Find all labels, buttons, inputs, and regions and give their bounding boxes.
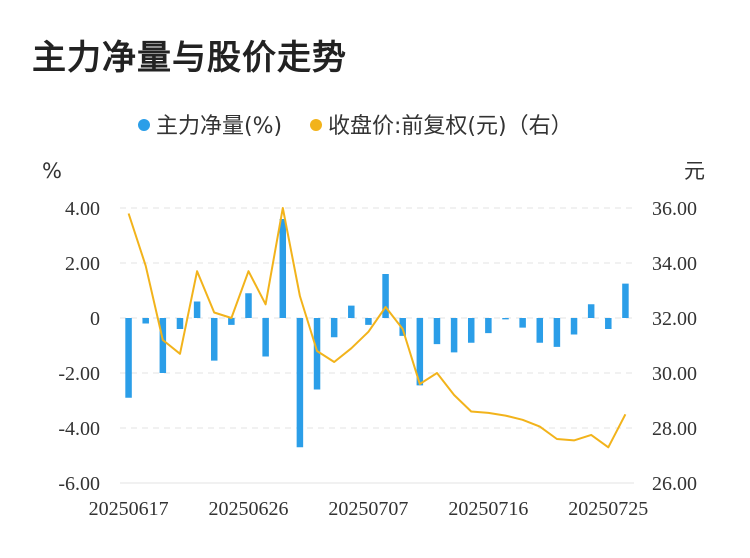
net-flow-bar[interactable] — [570, 318, 578, 335]
net-flow-bar[interactable] — [382, 274, 389, 318]
right-axis-tick-label: 30.00 — [652, 363, 697, 385]
close-price-line — [127, 207, 627, 449]
right-axis-unit: 元 — [684, 159, 705, 183]
net-flow-bar[interactable] — [245, 293, 252, 318]
net-flow-bar[interactable] — [210, 318, 218, 361]
net-flow-bar[interactable] — [433, 318, 441, 345]
net-flow-bar[interactable] — [176, 318, 184, 329]
x-axis-tick-label: 20250626 — [209, 498, 289, 520]
net-flow-bar[interactable] — [399, 318, 406, 336]
left-axis-tick-label: 2.00 — [65, 253, 100, 275]
net-flow-bar[interactable] — [228, 318, 235, 325]
net-flow-bar[interactable] — [622, 283, 629, 318]
net-flow-bar[interactable] — [485, 318, 492, 334]
net-flow-bar[interactable] — [450, 318, 458, 353]
right-axis-tick-label: 34.00 — [652, 253, 697, 275]
net-flow-bar[interactable] — [193, 301, 201, 319]
legend-label-close-price: 收盘价:前复权(元)（右） — [328, 114, 573, 139]
legend-marker-net-flow — [138, 119, 150, 131]
left-axis-tick-label: 0 — [90, 308, 100, 330]
left-axis-tick-label: -6.00 — [58, 473, 100, 495]
x-axis-tick-label: 20250716 — [448, 498, 528, 520]
net-flow-bar[interactable] — [279, 219, 287, 318]
net-flow-bar[interactable] — [605, 318, 612, 329]
legend[interactable]: 主力净量(%) 收盘价:前复权(元)（右） — [138, 114, 573, 139]
right-axis-tick-label: 26.00 — [652, 473, 697, 495]
net-flow-bars — [125, 219, 629, 448]
net-flow-bar[interactable] — [536, 318, 544, 343]
right-axis-tick-label: 36.00 — [652, 198, 697, 220]
x-axis-ticks: 20250617 20250626 20250707 20250716 20250725 — [89, 498, 649, 520]
legend-marker-close-price — [310, 119, 322, 131]
left-axis-ticks: 4.00 2.00 0 -2.00 -4.00 -6.00 — [58, 198, 100, 495]
net-flow-bar[interactable] — [348, 305, 355, 318]
net-flow-bar[interactable] — [365, 318, 372, 325]
net-flow-bar[interactable] — [125, 318, 132, 398]
chart-title: 主力净量与股价走势 — [32, 38, 347, 78]
close-price-series-line[interactable] — [127, 207, 627, 449]
x-axis-tick-label: 20250707 — [328, 498, 408, 520]
net-flow-bar[interactable] — [262, 318, 269, 357]
net-flow-bar[interactable] — [519, 318, 526, 328]
x-axis-tick-label: 20250617 — [89, 498, 169, 520]
net-flow-bar[interactable] — [159, 318, 167, 373]
net-flow-bar[interactable] — [467, 318, 475, 343]
net-flow-bar[interactable] — [313, 318, 321, 390]
left-axis-tick-label: -2.00 — [58, 363, 100, 385]
left-axis-tick-label: 4.00 — [65, 198, 100, 220]
legend-label-net-flow: 主力净量(%) — [156, 114, 282, 139]
net-flow-bar[interactable] — [587, 304, 595, 318]
net-flow-bar[interactable] — [553, 318, 561, 347]
net-flow-bar[interactable] — [416, 318, 424, 386]
net-flow-bar[interactable] — [502, 318, 509, 320]
net-flow-bar[interactable] — [296, 318, 304, 448]
left-axis-tick-label: -4.00 — [58, 418, 100, 440]
right-axis-tick-label: 32.00 — [652, 308, 697, 330]
net-flow-bar[interactable] — [330, 318, 338, 338]
left-axis-unit: % — [42, 159, 62, 183]
right-axis-ticks: 36.00 34.00 32.00 30.00 28.00 26.00 — [652, 198, 697, 495]
net-flow-bar[interactable] — [142, 318, 149, 324]
x-axis-tick-label: 20250725 — [568, 498, 648, 520]
right-axis-tick-label: 28.00 — [652, 418, 697, 440]
